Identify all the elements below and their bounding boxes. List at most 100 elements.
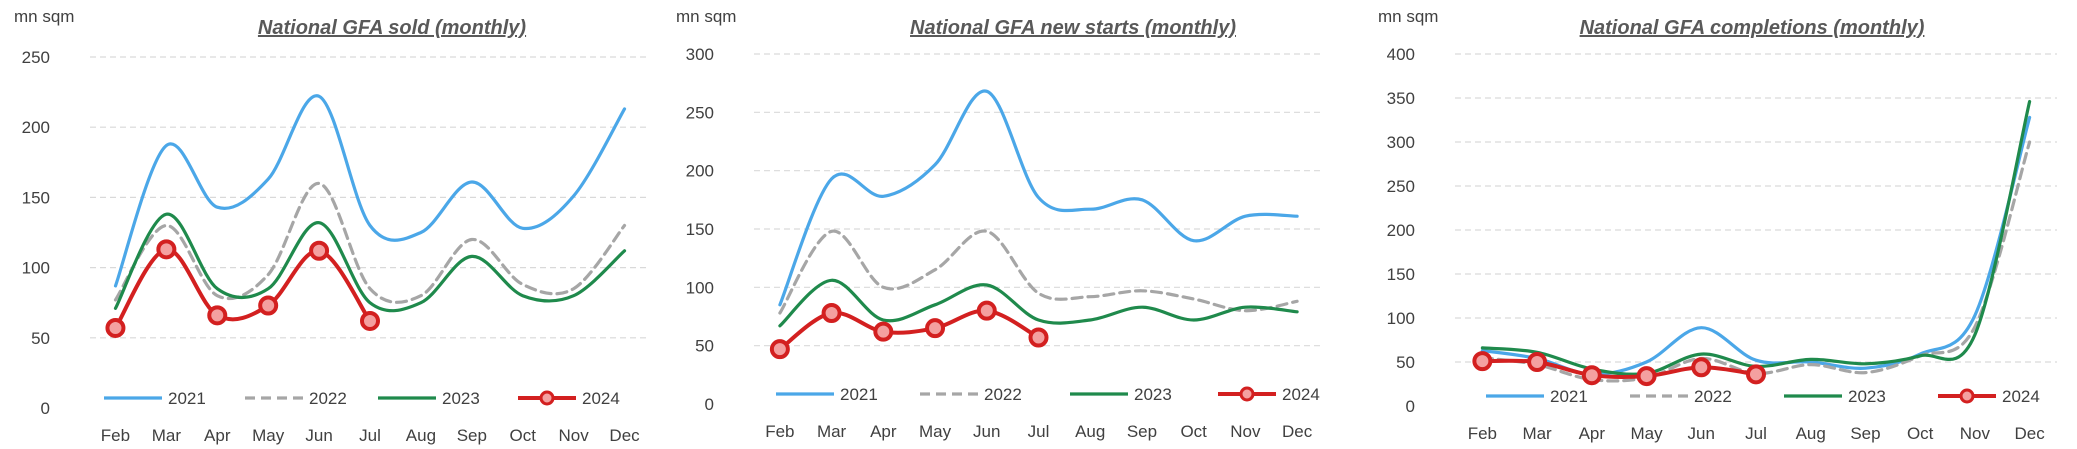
data-point-2024: [1028, 327, 1049, 348]
series-line-2021: [778, 89, 1299, 307]
y-tick-label: 100: [1387, 309, 1415, 328]
legend-label-2024: 2024: [2002, 387, 2040, 406]
y-tick-label: 50: [1396, 353, 1415, 372]
legend-label-2022: 2022: [1694, 387, 1732, 406]
x-tick-label: Mar: [152, 426, 182, 445]
x-tick-label: Sep: [1127, 422, 1157, 441]
x-tick-label: Nov: [1230, 422, 1261, 441]
y-tick-label: 350: [1387, 89, 1415, 108]
data-point-2024: [156, 239, 177, 260]
y-tick-label: 200: [1387, 221, 1415, 240]
y-tick-label: 300: [686, 45, 714, 64]
chart-panel-2: mn sqm National GFA new starts (monthly) 0…: [676, 7, 1323, 441]
x-tick-label: Jun: [1688, 424, 1715, 443]
x-tick-label: Feb: [1468, 424, 1497, 443]
y-tick-label: 100: [22, 259, 50, 278]
data-point-2024: [1472, 351, 1493, 372]
legend-label-2023: 2023: [442, 389, 480, 408]
legend-label-2024: 2024: [582, 389, 620, 408]
legend-label-2021: 2021: [840, 385, 878, 404]
legend-marker-2024: [539, 390, 555, 406]
x-tick-label: Nov: [559, 426, 590, 445]
legend-label-2022: 2022: [984, 385, 1022, 404]
data-point-2024: [258, 295, 279, 316]
x-tick-label: Jul: [1745, 424, 1767, 443]
legend-label-2022: 2022: [309, 389, 347, 408]
data-point-2024: [1636, 366, 1657, 387]
legend-label-2021: 2021: [168, 389, 206, 408]
series-line-2022: [113, 181, 627, 304]
y-tick-label: 250: [1387, 177, 1415, 196]
data-point-2024: [207, 305, 228, 326]
y-tick-label: 0: [1406, 397, 1415, 416]
y-tick-label: 0: [41, 399, 50, 418]
y-tick-label: 150: [1387, 265, 1415, 284]
y-tick-label: 200: [22, 118, 50, 137]
y-tick-label: 50: [695, 337, 714, 356]
data-point-2024: [873, 321, 894, 342]
x-tick-label: Apr: [1579, 424, 1606, 443]
legend-marker-2024: [1959, 388, 1975, 404]
x-tick-label: Dec: [609, 426, 640, 445]
y-tick-label: 100: [686, 278, 714, 297]
unit-label: mn sqm: [14, 7, 74, 26]
series-line-2022: [778, 229, 1299, 315]
y-tick-label: 200: [686, 162, 714, 181]
x-tick-label: May: [919, 422, 952, 441]
unit-label: mn sqm: [676, 7, 736, 26]
x-tick-label: Oct: [510, 426, 537, 445]
data-point-2024: [360, 310, 380, 331]
x-tick-label: Jul: [359, 426, 381, 445]
y-tick-label: 0: [705, 395, 714, 414]
chart-panel-1: mn sqm National GFA sold (monthly) 0 50 100 1…: [14, 7, 650, 445]
x-tick-label: Aug: [1796, 424, 1826, 443]
x-tick-label: Mar: [1522, 424, 1552, 443]
chart-title: National GFA new starts (monthly): [910, 17, 1236, 39]
y-tick-label: 300: [1387, 133, 1415, 152]
x-tick-label: Sep: [457, 426, 487, 445]
series-line-2024: [113, 247, 372, 330]
x-tick-label: Feb: [765, 422, 794, 441]
series-line-2021: [1480, 115, 2032, 376]
y-tick-label: 400: [1387, 45, 1415, 64]
data-point-2024: [769, 339, 790, 360]
series-line-2021: [113, 94, 627, 288]
legend-label-2024: 2024: [1282, 385, 1320, 404]
x-tick-label: Apr: [204, 426, 231, 445]
data-point-2024: [976, 300, 997, 321]
y-tick-label: 150: [22, 188, 50, 207]
chart-title: National GFA sold (monthly): [258, 17, 526, 39]
series-line-2023: [113, 212, 627, 313]
x-tick-label: May: [252, 426, 285, 445]
x-tick-label: Dec: [2015, 424, 2046, 443]
x-tick-label: Jun: [305, 426, 332, 445]
x-tick-label: Dec: [1282, 422, 1313, 441]
data-point-2024: [309, 240, 330, 261]
data-point-2024: [105, 317, 126, 338]
unit-label: mn sqm: [1378, 7, 1438, 26]
x-tick-label: Apr: [870, 422, 897, 441]
legend-label-2023: 2023: [1134, 385, 1172, 404]
data-point-2024: [1527, 352, 1548, 372]
data-point-2024: [1581, 365, 1602, 386]
data-point-2024: [925, 318, 946, 339]
chart-panel-3: mn sqm National GFA completions (monthly)…: [1378, 7, 2057, 443]
data-point-2024: [1746, 364, 1766, 385]
x-tick-label: Nov: [1960, 424, 1991, 443]
x-tick-label: Aug: [406, 426, 436, 445]
x-tick-label: Oct: [1180, 422, 1207, 441]
y-tick-label: 250: [686, 103, 714, 122]
legend-label-2021: 2021: [1550, 387, 1588, 406]
x-tick-label: May: [1630, 424, 1663, 443]
y-tick-label: 250: [22, 48, 50, 67]
y-tick-label: 50: [31, 329, 50, 348]
x-tick-label: Mar: [817, 422, 847, 441]
x-tick-label: Jul: [1028, 422, 1050, 441]
chart-title: National GFA completions (monthly): [1580, 17, 1925, 39]
x-tick-label: Aug: [1075, 422, 1105, 441]
series-line-2023: [778, 278, 1299, 328]
y-tick-label: 150: [686, 220, 714, 239]
x-tick-label: Sep: [1850, 424, 1880, 443]
x-tick-label: Jun: [973, 422, 1000, 441]
